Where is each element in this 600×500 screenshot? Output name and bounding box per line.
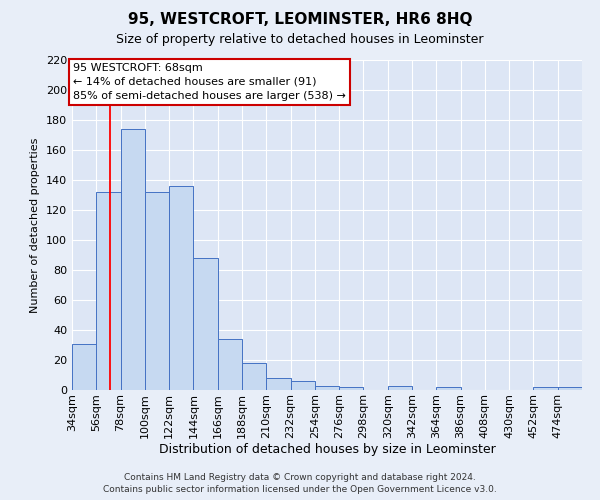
Bar xyxy=(72,344,96,390)
Text: 95 WESTCROFT: 68sqm
← 14% of detached houses are smaller (91)
85% of semi-detach: 95 WESTCROFT: 68sqm ← 14% of detached ho… xyxy=(73,63,346,101)
Bar xyxy=(558,387,582,390)
Text: Contains HM Land Registry data © Crown copyright and database right 2024.: Contains HM Land Registry data © Crown c… xyxy=(124,472,476,482)
Bar xyxy=(533,387,558,390)
Bar xyxy=(315,386,339,390)
Bar xyxy=(339,387,364,390)
Bar xyxy=(436,387,461,390)
Bar xyxy=(96,192,121,390)
Bar xyxy=(290,381,315,390)
Text: Contains public sector information licensed under the Open Government Licence v3: Contains public sector information licen… xyxy=(103,485,497,494)
Bar xyxy=(193,258,218,390)
Bar xyxy=(218,339,242,390)
Bar xyxy=(121,129,145,390)
Bar xyxy=(145,192,169,390)
X-axis label: Distribution of detached houses by size in Leominster: Distribution of detached houses by size … xyxy=(158,444,496,456)
Bar xyxy=(388,386,412,390)
Text: Size of property relative to detached houses in Leominster: Size of property relative to detached ho… xyxy=(116,32,484,46)
Bar xyxy=(169,186,193,390)
Y-axis label: Number of detached properties: Number of detached properties xyxy=(31,138,40,312)
Bar xyxy=(242,363,266,390)
Text: 95, WESTCROFT, LEOMINSTER, HR6 8HQ: 95, WESTCROFT, LEOMINSTER, HR6 8HQ xyxy=(128,12,472,28)
Bar xyxy=(266,378,290,390)
